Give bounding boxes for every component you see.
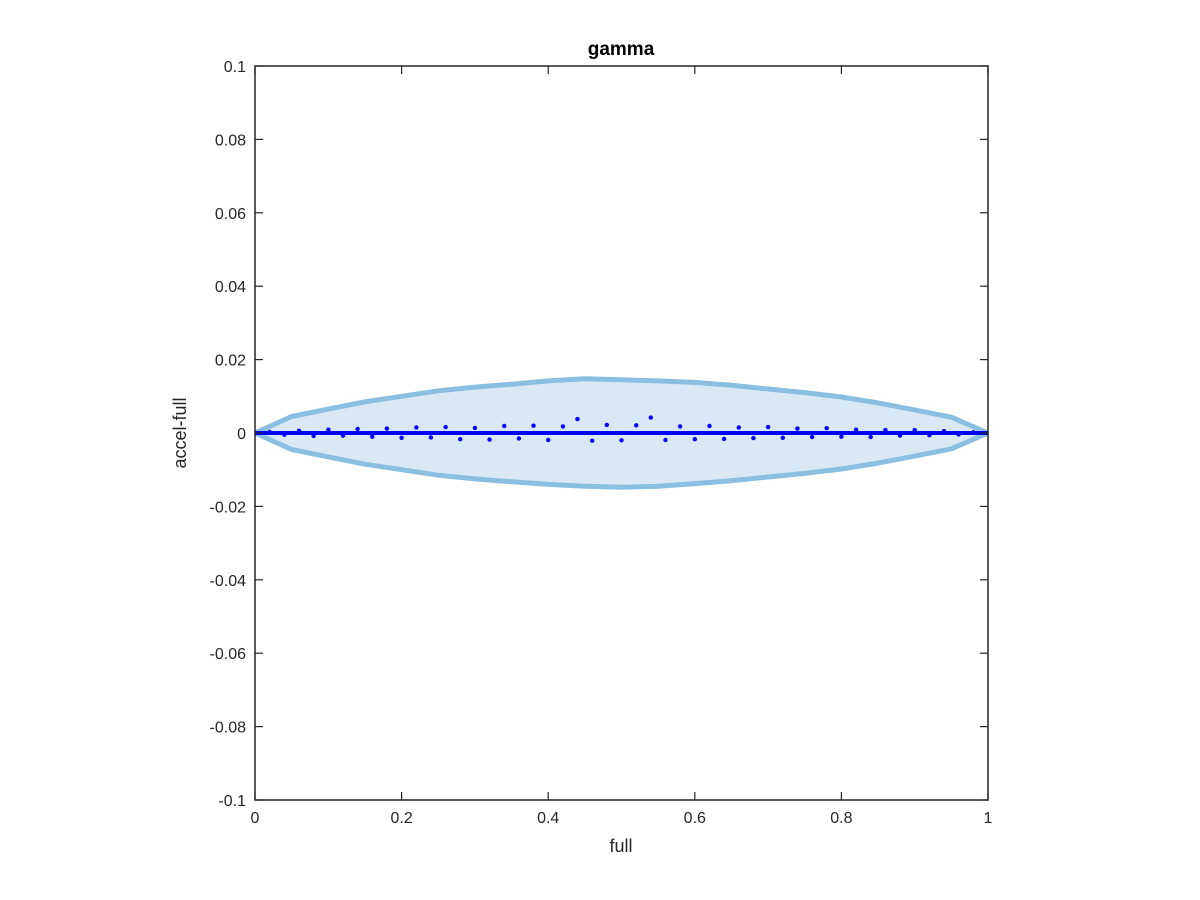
data-point <box>780 435 785 440</box>
data-point <box>897 433 903 438</box>
x-tick-label: 0 <box>251 810 260 827</box>
data-point <box>941 429 947 434</box>
x-tick-label: 1 <box>984 810 993 827</box>
data-point <box>311 433 316 439</box>
data-point <box>868 434 873 440</box>
data-point <box>956 432 961 437</box>
data-point <box>721 436 727 442</box>
data-point <box>853 427 859 432</box>
data-point <box>736 425 741 430</box>
data-point <box>575 416 580 422</box>
data-point <box>531 423 536 428</box>
data-point <box>296 428 302 433</box>
data-point <box>472 425 478 431</box>
data-point <box>399 435 404 440</box>
y-tick-label: 0.1 <box>224 59 246 76</box>
y-tick-label: -0.04 <box>210 573 247 590</box>
y-axis-label: accel-full <box>170 397 190 468</box>
envelope-lower-edge <box>253 430 989 490</box>
data-point <box>677 424 683 429</box>
data-point <box>839 434 844 439</box>
data-point <box>663 437 668 443</box>
y-tick-label: -0.1 <box>218 793 246 810</box>
x-tick-label: 0.6 <box>684 810 706 827</box>
y-tick-label: -0.06 <box>210 646 247 663</box>
data-point <box>326 427 331 432</box>
data-point <box>912 427 917 433</box>
data-point <box>927 433 932 438</box>
data-point <box>414 425 419 430</box>
envelope-upper-edge <box>253 376 989 436</box>
chart-title: gamma <box>588 39 655 60</box>
y-tick-label: -0.08 <box>210 720 247 737</box>
x-tick-label: 0.8 <box>830 810 852 827</box>
data-point <box>765 424 771 430</box>
data-point <box>795 426 800 431</box>
data-point <box>355 426 360 432</box>
x-axis-label: full <box>609 836 632 856</box>
data-point <box>560 424 566 429</box>
y-tick-label: 0.04 <box>215 279 246 296</box>
data-point <box>634 423 639 428</box>
data-point <box>340 433 346 438</box>
data-point <box>546 437 551 443</box>
x-tick-label: 0.2 <box>390 810 412 827</box>
data-point <box>443 424 448 430</box>
data-point <box>883 427 888 433</box>
scatter-points <box>255 415 988 443</box>
data-point <box>516 436 522 441</box>
y-tick-label: -0.02 <box>210 499 247 516</box>
data-point <box>458 437 463 442</box>
data-point <box>971 430 976 435</box>
data-point <box>707 423 712 429</box>
data-point <box>384 426 390 431</box>
data-point <box>824 426 829 431</box>
y-tick-label: 0.08 <box>215 132 246 149</box>
x-tick-label: 0.4 <box>537 810 559 827</box>
data-point <box>809 434 815 440</box>
data-point <box>619 438 624 443</box>
data-point <box>751 435 756 441</box>
data-point <box>282 432 287 437</box>
data-point <box>502 423 507 429</box>
data-point <box>370 434 375 439</box>
x-axis-ticks: 0 0.2 0.4 0.6 0.8 1 <box>251 66 993 827</box>
data-point <box>428 435 434 440</box>
y-axis-ticks: -0.1 -0.08 -0.06 -0.04 -0.02 0 0.02 0.04 0.06 0.0… <box>210 59 988 810</box>
data-point <box>692 437 697 442</box>
data-point <box>487 437 492 442</box>
y-tick-label: 0.02 <box>215 353 246 370</box>
y-tick-label: 0.06 <box>215 206 246 223</box>
data-point <box>648 415 653 420</box>
y-tick-label: 0 <box>237 426 246 443</box>
data-point <box>590 438 595 443</box>
data-point <box>604 422 609 428</box>
data-point <box>267 429 272 435</box>
